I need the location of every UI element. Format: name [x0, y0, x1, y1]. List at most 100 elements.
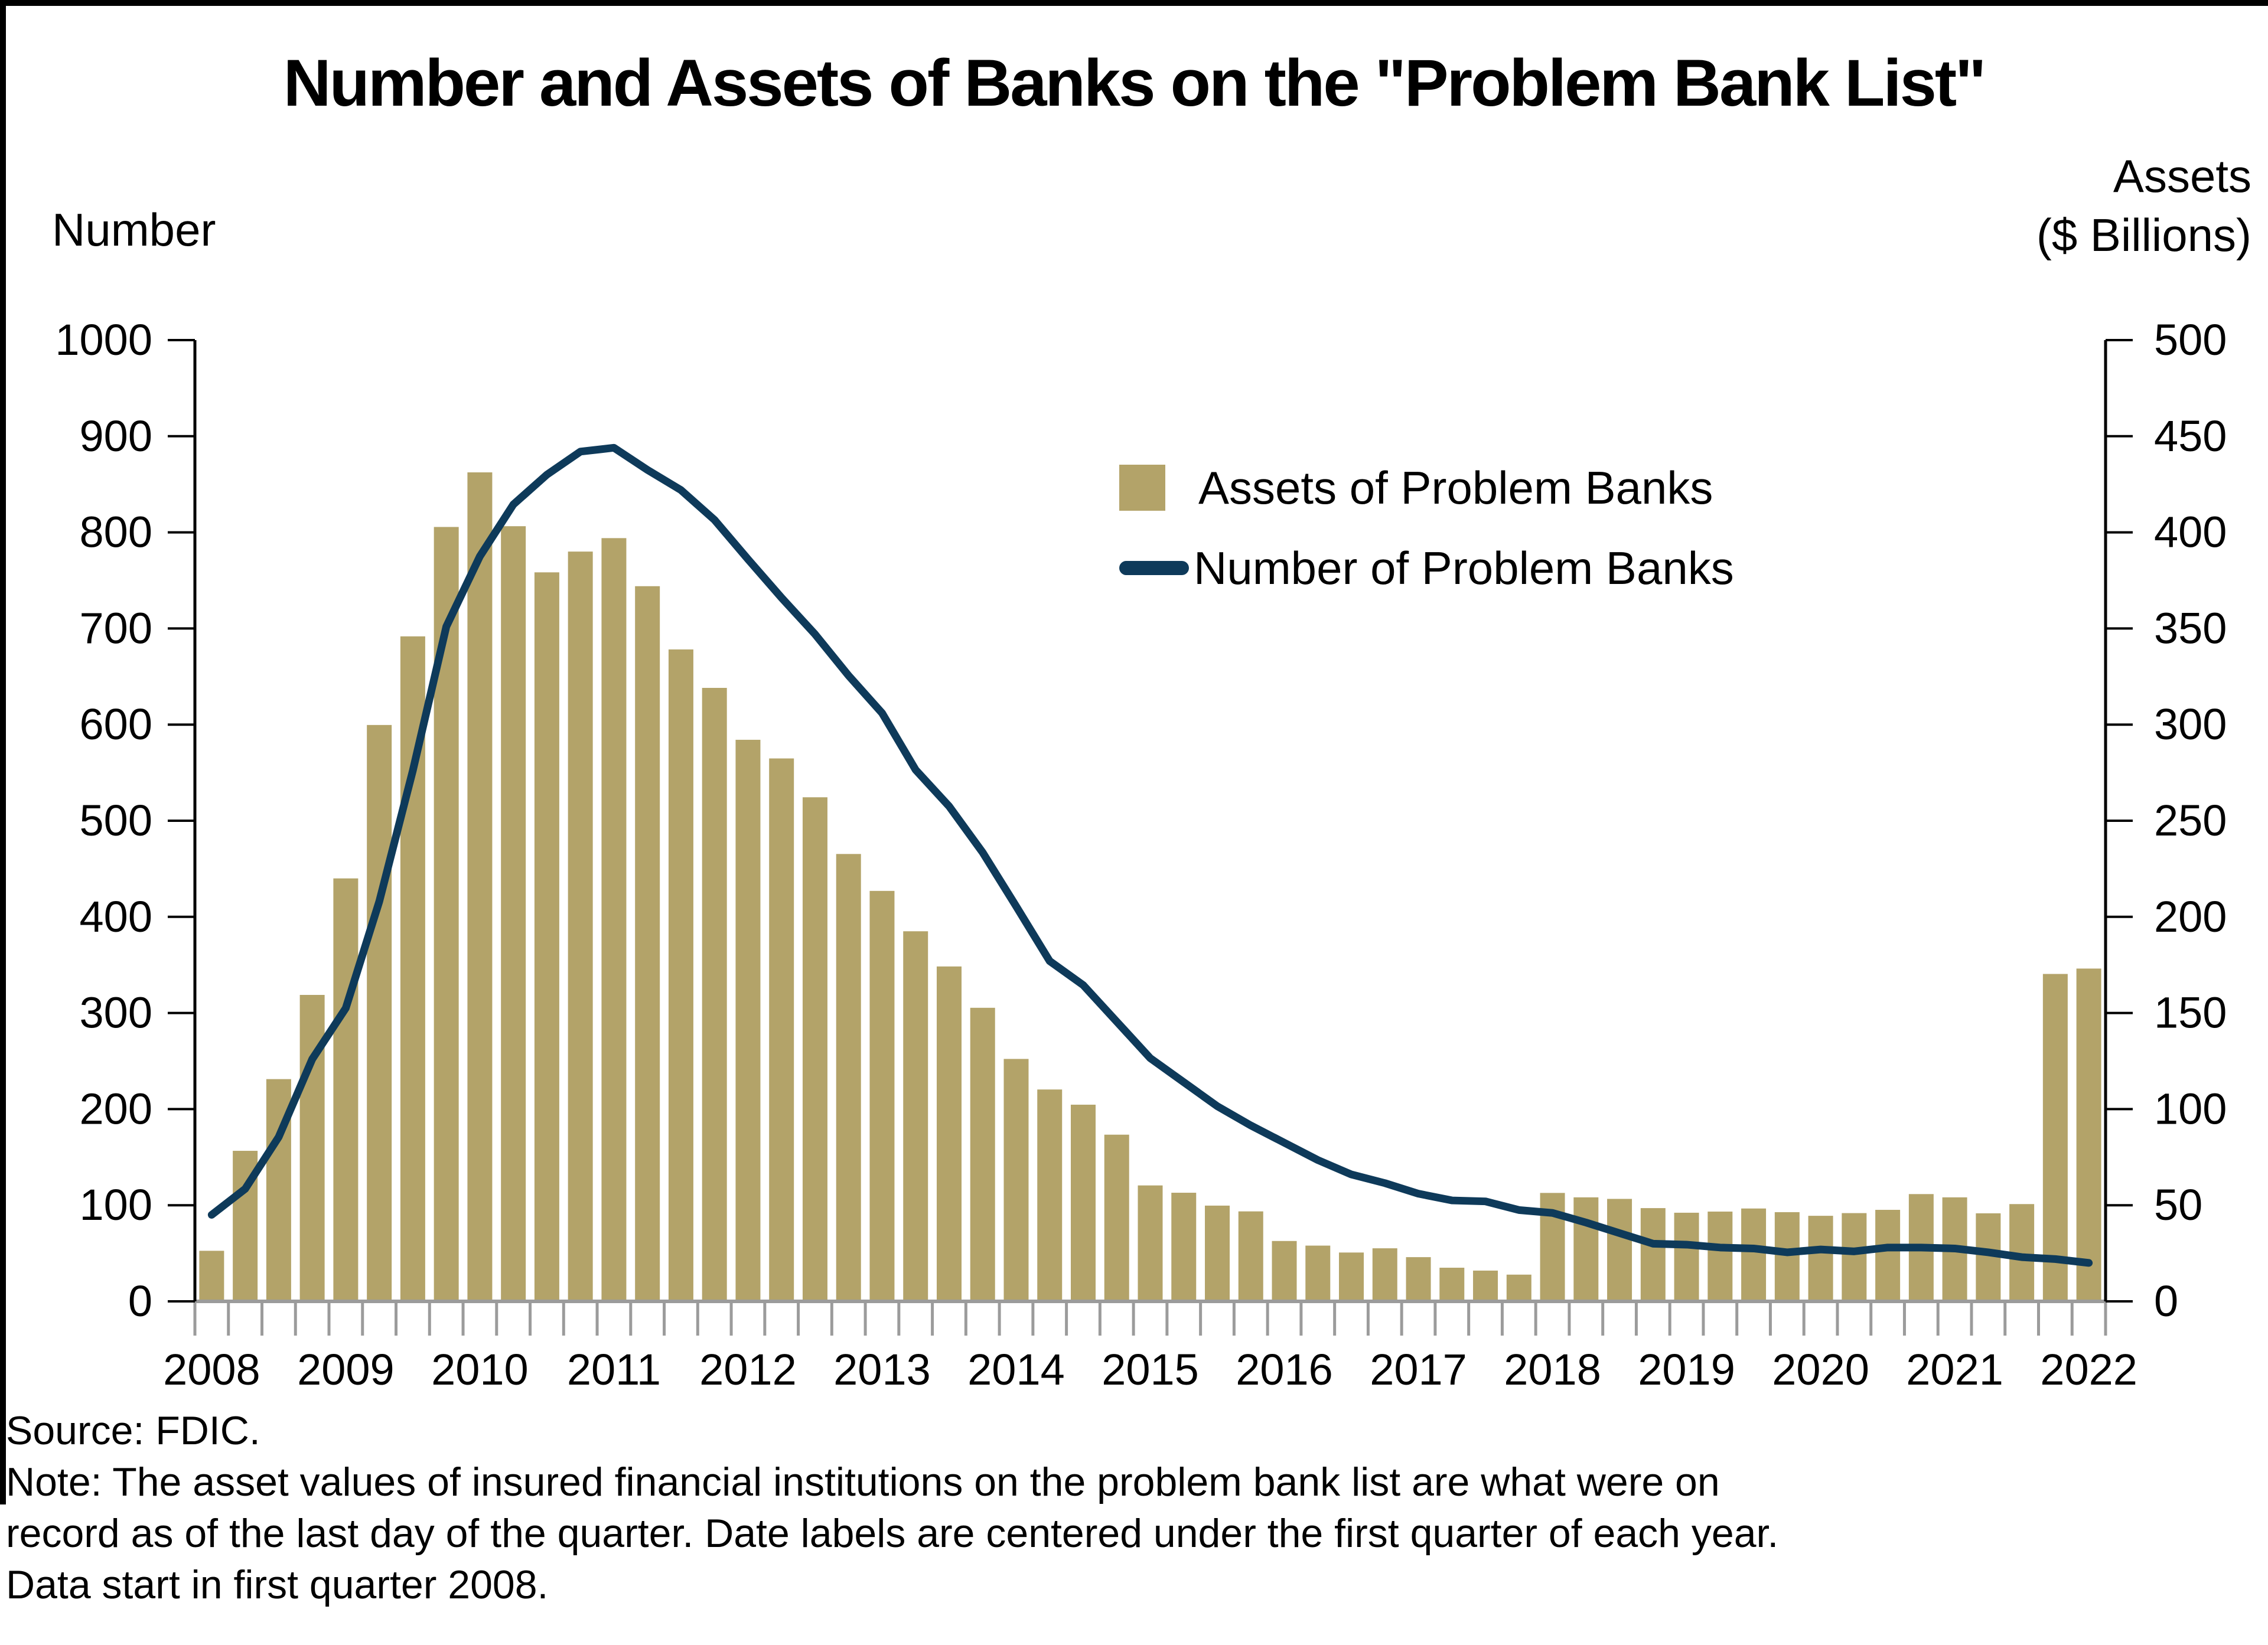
right-axis-tick-label: 50	[2154, 1180, 2202, 1229]
assets-bar	[1607, 1199, 1632, 1301]
assets-bar	[1171, 1193, 1197, 1301]
legend: Assets of Problem Banks Number of Proble…	[1119, 461, 1734, 621]
assets-bar	[1808, 1216, 1833, 1301]
source-note: Source: FDIC.	[6, 1408, 260, 1453]
right-axis-tick-label: 400	[2154, 508, 2227, 557]
assets-bar	[1372, 1248, 1397, 1301]
left-axis-tick-label: 700	[80, 603, 152, 652]
assets-bar	[1842, 1213, 1867, 1301]
right-axis-title-line1: Assets	[2113, 150, 2251, 202]
assets-bar	[1339, 1252, 1364, 1301]
year-label: 2008	[163, 1345, 260, 1394]
legend-label-number: Number of Problem Banks	[1194, 541, 1734, 594]
assets-bar	[1272, 1241, 1297, 1301]
assets-bar	[1707, 1211, 1733, 1301]
assets-bar	[1875, 1210, 1901, 1301]
frame-left-border	[0, 0, 6, 1504]
legend-item-assets: Assets of Problem Banks	[1119, 461, 1734, 515]
right-axis-tick-label: 200	[2154, 892, 2227, 941]
assets-bar	[501, 526, 526, 1301]
year-label: 2021	[1906, 1345, 2003, 1394]
assets-bar	[1640, 1208, 1666, 1301]
left-axis-tick-label: 300	[80, 988, 152, 1037]
right-axis-tick-label: 0	[2154, 1277, 2178, 1326]
assets-bar	[2076, 968, 2101, 1301]
right-axis-tick-label: 500	[2154, 315, 2227, 364]
assets-bar	[467, 472, 493, 1301]
right-axis-tick-label: 450	[2154, 412, 2227, 461]
number-line-swatch-icon	[1119, 561, 1189, 575]
assets-bar	[333, 878, 359, 1301]
year-label: 2019	[1638, 1345, 1735, 1394]
left-axis-tick-label: 1000	[55, 315, 152, 364]
assets-bar	[1741, 1208, 1767, 1301]
chart-title: Number and Assets of Banks on the "Probl…	[283, 46, 1987, 120]
year-label: 2014	[967, 1345, 1065, 1394]
assets-bar	[1037, 1089, 1063, 1301]
left-axis-tick-label: 900	[80, 412, 152, 461]
year-label: 2012	[699, 1345, 797, 1394]
year-label: 2011	[567, 1345, 661, 1394]
assets-bar	[702, 688, 727, 1301]
right-axis-title-line2: ($ Billions)	[2036, 209, 2251, 261]
assets-bar	[1774, 1212, 1800, 1301]
assets-bar	[769, 758, 794, 1301]
assets-bar	[1674, 1212, 1699, 1301]
assets-bar	[601, 538, 627, 1302]
right-axis-tick-label: 300	[2154, 700, 2227, 749]
assets-bar	[970, 1007, 995, 1301]
right-axis-title: Assets ($ Billions)	[2036, 146, 2251, 265]
assets-bar	[1205, 1205, 1230, 1301]
assets-bar	[1439, 1268, 1465, 1301]
note-line-1: Note: The asset values of insured financ…	[6, 1460, 1720, 1504]
frame-top-border	[0, 0, 2268, 6]
year-label: 2009	[297, 1345, 395, 1394]
right-axis-tick-label: 100	[2154, 1084, 2227, 1133]
number-line	[207, 443, 2093, 1267]
assets-bar	[2042, 974, 2068, 1301]
assets-bar	[1238, 1211, 1263, 1301]
assets-bar	[1573, 1197, 1599, 1301]
legend-item-number: Number of Problem Banks	[1119, 541, 1734, 595]
year-label: 2017	[1370, 1345, 1467, 1394]
left-axis-tick-label: 200	[80, 1084, 152, 1133]
assets-bar	[869, 890, 895, 1301]
footnotes: Source: FDIC. Note: The asset values of …	[6, 1405, 1778, 1611]
assets-bar	[367, 724, 392, 1301]
year-label: 2018	[1504, 1345, 1601, 1394]
assets-bar	[534, 572, 559, 1301]
year-label: 2016	[1236, 1345, 1333, 1394]
left-axis-title: Number	[52, 204, 216, 256]
assets-bar	[668, 649, 693, 1301]
assets-bar	[635, 586, 660, 1301]
assets-swatch-icon	[1119, 465, 1165, 511]
assets-bar	[1406, 1257, 1431, 1301]
left-axis-tick-label: 600	[80, 700, 152, 749]
left-axis-tick-label: 100	[80, 1180, 152, 1229]
assets-bar	[802, 797, 827, 1301]
left-axis-tick-label: 500	[80, 796, 152, 845]
year-label: 2015	[1102, 1345, 1199, 1394]
left-axis-tick-label: 400	[80, 892, 152, 941]
assets-bar	[1104, 1134, 1129, 1301]
legend-label-assets: Assets of Problem Banks	[1198, 461, 1713, 514]
assets-bar	[1473, 1270, 1498, 1301]
assets-bar	[735, 739, 761, 1301]
year-label: 2020	[1772, 1345, 1869, 1394]
year-label: 2022	[2040, 1345, 2137, 1394]
left-axis-tick-label: 0	[128, 1277, 152, 1326]
right-axis-tick-label: 150	[2154, 988, 2227, 1037]
note-line-3: Data start in first quarter 2008.	[6, 1562, 549, 1607]
assets-bar	[1506, 1274, 1531, 1301]
left-axis-tick-label: 800	[80, 508, 152, 557]
assets-bar	[936, 966, 962, 1301]
assets-bar	[1305, 1245, 1331, 1301]
note-line-2: record as of the last day of the quarter…	[6, 1511, 1779, 1556]
assets-bar	[903, 931, 928, 1301]
right-axis-tick-label: 250	[2154, 796, 2227, 845]
assets-bar	[836, 854, 861, 1301]
right-axis-tick-label: 350	[2154, 603, 2227, 652]
year-label: 2010	[431, 1345, 529, 1394]
assets-bar	[568, 551, 593, 1302]
